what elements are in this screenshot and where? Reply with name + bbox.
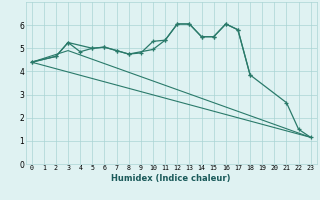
X-axis label: Humidex (Indice chaleur): Humidex (Indice chaleur)	[111, 174, 231, 183]
